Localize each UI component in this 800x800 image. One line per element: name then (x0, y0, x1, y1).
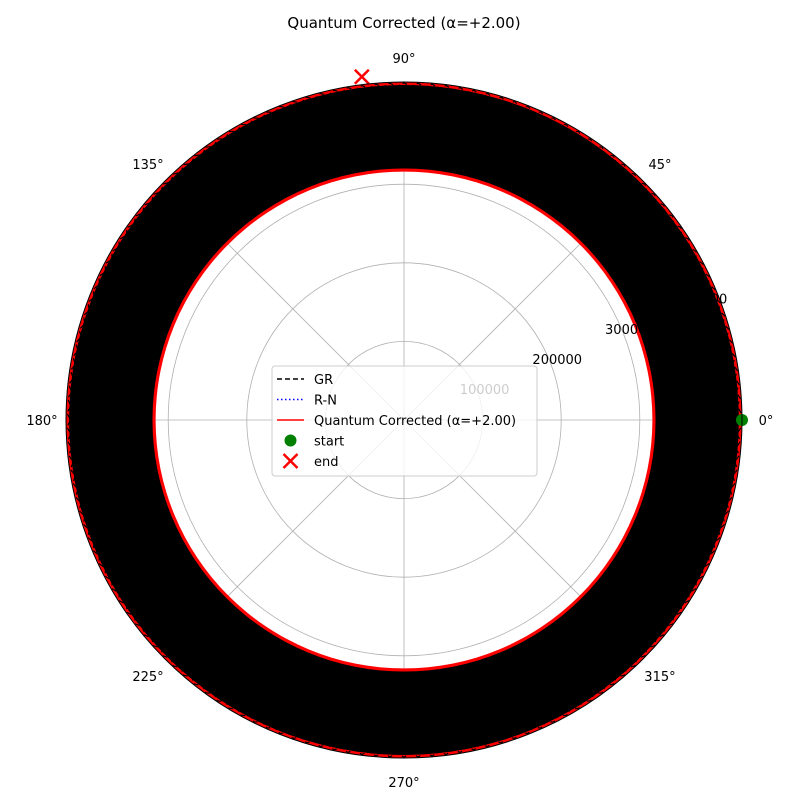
radial-tick-label: 300000 (605, 323, 655, 338)
legend-end-handle (282, 453, 299, 469)
legend-start-handle (284, 434, 297, 447)
legend-label: end (314, 455, 339, 470)
angle-tick-label: 45° (648, 158, 671, 173)
angle-tick-label: 135° (132, 158, 163, 173)
polar-spine (65, 81, 743, 759)
angle-tick-label: 315° (644, 670, 675, 685)
radial-tick-label: 200000 (532, 353, 582, 368)
chart-title: Quantum Corrected (α=+2.00) (287, 14, 520, 32)
radial-tick-label: 400000 (678, 293, 728, 308)
angle-tick-label: 225° (132, 670, 163, 685)
angle-tick-label: 90° (392, 52, 415, 67)
legend-label: Quantum Corrected (α=+2.00) (314, 414, 516, 429)
angle-tick-label: 270° (388, 776, 419, 791)
series-gr-line (66, 82, 742, 758)
angle-tick-label: 0° (759, 414, 774, 429)
legend-label: R-N (314, 394, 337, 409)
legend-label: GR (314, 373, 333, 388)
radial-gridline (246, 262, 562, 578)
legend-box (271, 365, 538, 477)
radial-gridline (167, 183, 641, 657)
legend-label: start (314, 435, 344, 450)
legend: GR R-N Quantum Corrected (α=+2.00) start end (271, 365, 538, 477)
angle-tick-label: 180° (26, 414, 57, 429)
end-marker (353, 68, 370, 85)
